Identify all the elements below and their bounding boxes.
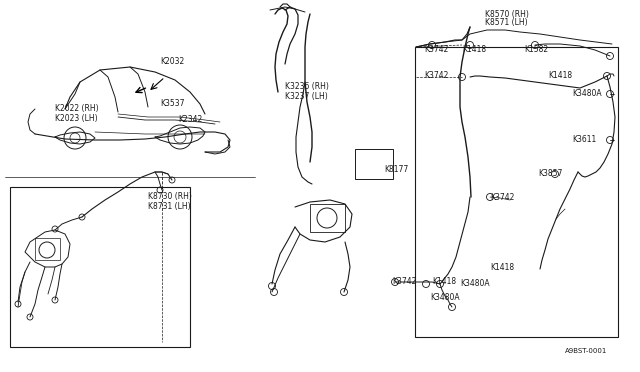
Text: K2022 (RH): K2022 (RH) — [55, 105, 99, 113]
Bar — [415, 47, 618, 337]
Text: K8571 (LH): K8571 (LH) — [485, 17, 527, 26]
Text: K3537: K3537 — [160, 99, 184, 109]
Text: K3480A: K3480A — [430, 292, 460, 301]
Text: K3237 (LH): K3237 (LH) — [285, 93, 328, 102]
Text: K2023 (LH): K2023 (LH) — [55, 115, 98, 124]
Text: K3611: K3611 — [572, 135, 596, 144]
Text: K3480A: K3480A — [460, 279, 490, 289]
Text: K3742: K3742 — [424, 71, 449, 80]
Text: K1418: K1418 — [462, 45, 486, 55]
Text: K3742: K3742 — [490, 192, 515, 202]
Text: K3742: K3742 — [392, 278, 417, 286]
Text: K8731 (LH): K8731 (LH) — [148, 202, 191, 212]
Text: A9BST-0001: A9BST-0001 — [565, 348, 607, 354]
Text: K8570 (RH): K8570 (RH) — [485, 10, 529, 19]
Text: K1582: K1582 — [524, 45, 548, 55]
Text: K2032: K2032 — [160, 58, 184, 67]
Text: K8177: K8177 — [384, 166, 408, 174]
Text: K3742: K3742 — [424, 45, 449, 55]
Bar — [10, 187, 190, 347]
Bar — [35, 238, 60, 260]
Bar — [355, 149, 393, 179]
Text: K2342: K2342 — [178, 115, 202, 125]
Text: K3236 (RH): K3236 (RH) — [285, 83, 329, 92]
Text: K3857: K3857 — [538, 170, 563, 179]
Text: K1418: K1418 — [548, 71, 572, 80]
Text: K8730 (RH): K8730 (RH) — [148, 192, 192, 202]
Text: K1418: K1418 — [432, 278, 456, 286]
Text: K3480A: K3480A — [572, 90, 602, 99]
Text: K1418: K1418 — [490, 263, 514, 272]
Bar — [310, 204, 345, 232]
